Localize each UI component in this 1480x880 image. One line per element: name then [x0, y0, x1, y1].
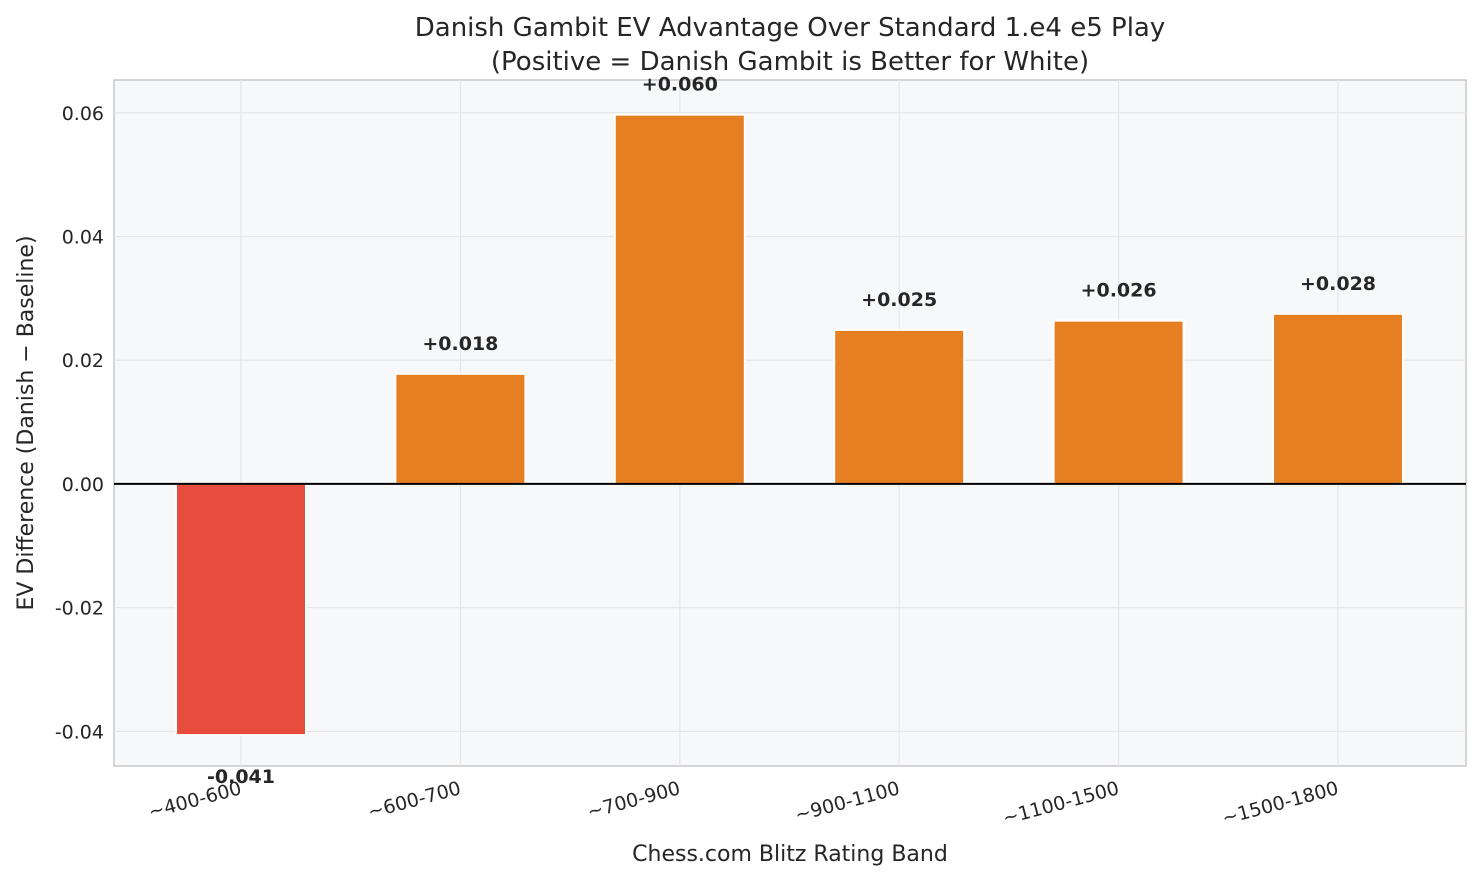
y-axis-label: EV Difference (Danish − Baseline): [14, 235, 39, 610]
bar: [613, 113, 746, 485]
x-tick-label: ~600-700: [365, 777, 463, 823]
chart-title: Danish Gambit EV Advantage Over Standard…: [415, 13, 1166, 43]
x-tick-label: ~700-900: [585, 777, 683, 823]
bar: [1052, 319, 1185, 485]
x-tick-label: ~1100-1500: [1000, 777, 1121, 829]
value-label: +0.060: [642, 74, 718, 96]
bar: [394, 372, 527, 485]
y-tick-label: 0.06: [62, 103, 104, 125]
x-tick-label: ~1500-1800: [1220, 777, 1341, 829]
plot-area: [113, 79, 1467, 767]
value-label: +0.028: [1300, 273, 1376, 295]
y-tick-label: 0.04: [62, 226, 104, 248]
x-axis-label: Chess.com Blitz Rating Band: [632, 842, 948, 867]
y-tick-label: 0.02: [62, 350, 104, 372]
value-label: -0.041: [207, 766, 275, 788]
bars: [175, 113, 1404, 737]
bar: [1272, 312, 1404, 485]
value-label: +0.025: [861, 289, 937, 311]
value-label: +0.026: [1081, 280, 1157, 302]
chart-subtitle: (Positive = Danish Gambit is Better for …: [491, 47, 1089, 77]
y-tick-label: -0.04: [55, 721, 104, 743]
bar: [175, 482, 307, 737]
bar: [833, 328, 966, 485]
y-tick-label: -0.02: [55, 598, 104, 620]
x-tick-label: ~900-1100: [793, 777, 902, 826]
value-label: +0.018: [422, 333, 498, 355]
y-tick-label: 0.00: [62, 474, 104, 496]
